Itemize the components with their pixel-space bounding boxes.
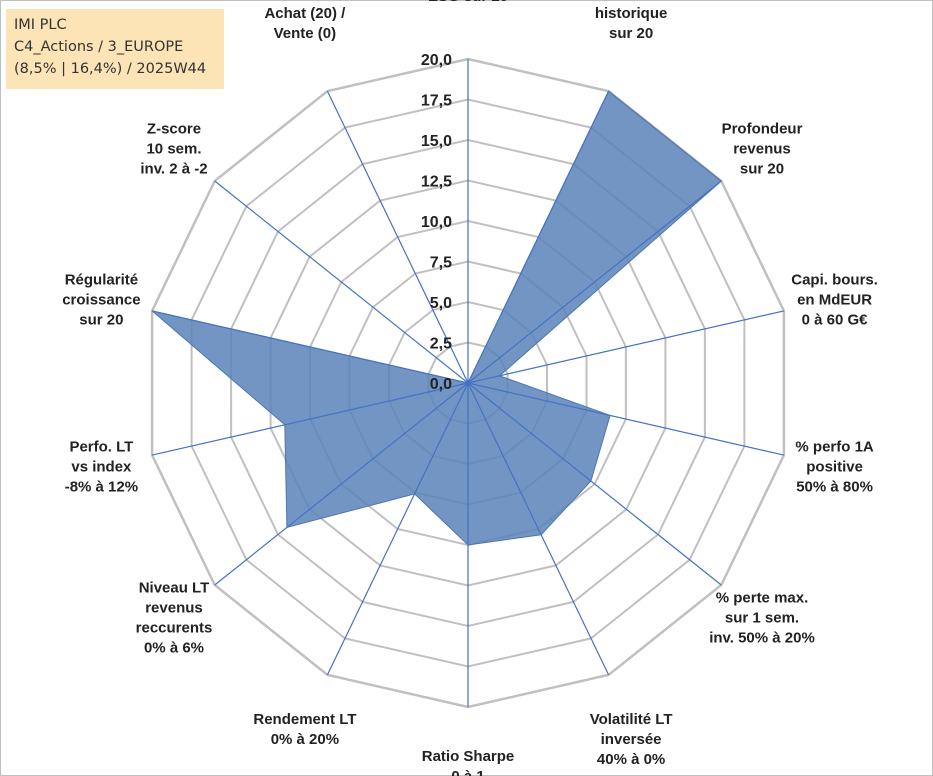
tick-label: 7,5 <box>430 255 452 272</box>
axis-label-3: Capi. bours. en MdEUR 0 à 60 G€ <box>791 271 878 328</box>
spoke-11 <box>151 310 469 384</box>
axis-label-line: inversée <box>601 731 662 748</box>
tick-label: 12,5 <box>421 174 452 191</box>
spoke-13 <box>326 90 469 384</box>
axis-label-10: Perfo. LT vs index -8% à 12% <box>65 439 138 496</box>
axis-label-line: inv. 2 à -2 <box>140 161 207 178</box>
axis-label-line: Perfo. LT <box>69 439 133 456</box>
axis-label-13: Momentum Achat (20) / Vente (0) <box>264 0 346 42</box>
axis-label-line: sur 1 sem. <box>725 609 799 626</box>
spoke-9 <box>214 382 469 586</box>
axis-label-line: en MdEUR <box>797 291 872 308</box>
axis-label-line: 0% à 6% <box>144 639 204 656</box>
performance-week: (8,5% | 16,4%) / 2025W44 <box>14 61 207 77</box>
axis-label-2: Profondeur revenus sur 20 <box>722 121 803 178</box>
axis-label-line: Z-score <box>147 121 201 138</box>
axis-label-line: Rendement LT <box>253 711 356 728</box>
axis-label-9: Niveau LT revenus reccurents 0% à 6% <box>136 579 213 656</box>
tick-label: 2,5 <box>430 336 452 353</box>
tick-label: 17,5 <box>421 93 452 110</box>
axis-labels: NoteESG sur 20 Profondeur historique sur 20… <box>62 0 878 776</box>
axis-label-line: Achat (20) / <box>264 5 346 22</box>
axis-label-line: % perfo 1A <box>795 439 874 456</box>
axis-label-line: Ratio Sharpe <box>422 748 515 765</box>
spoke-5 <box>467 382 722 586</box>
axis-label-line: ESG sur 20 <box>428 0 508 5</box>
spoke-1 <box>467 90 610 384</box>
tick-label: 15,0 <box>421 133 452 150</box>
axis-label-line: sur 20 <box>79 311 123 328</box>
category-path: C4_Actions / 3_EUROPE <box>14 39 184 55</box>
axis-label-line: 0% à 20% <box>271 731 339 748</box>
axis-label-line: inv. 50% à 20% <box>709 629 815 646</box>
axis-label-line: 0 à 1 <box>451 768 484 776</box>
axis-label-line: 10 sem. <box>146 141 201 158</box>
axis-label-line: % perte max. <box>716 589 809 606</box>
axis-label-line: sur 20 <box>740 161 784 178</box>
axis-label-line: revenus <box>733 141 791 158</box>
axis-label-line: vs index <box>71 459 132 476</box>
axis-label-line: -8% à 12% <box>65 479 138 496</box>
axis-label-line: croissance <box>62 291 140 308</box>
spoke-8 <box>326 382 469 676</box>
axis-label-line: 50% à 80% <box>796 479 873 496</box>
axis-label-5: % perte max. sur 1 sem. inv. 50% à 20% <box>709 589 815 646</box>
spoke-2 <box>467 180 722 384</box>
spoke-4 <box>467 382 785 456</box>
spoke-3 <box>467 310 785 384</box>
spoke-6 <box>467 382 610 676</box>
axis-label-line: Profondeur <box>722 121 803 138</box>
axis-label-12: Z-score 10 sem. inv. 2 à -2 <box>140 121 207 178</box>
axis-label-line: Régularité <box>65 271 138 288</box>
axis-label-line: 40% à 0% <box>597 751 665 768</box>
axis-label-line: sur 20 <box>609 25 653 42</box>
axis-label-line: positive <box>806 459 863 476</box>
axis-label-0: NoteESG sur 20 <box>428 0 508 5</box>
axis-label-line: 0 à 60 G€ <box>802 311 869 328</box>
axis-label-line: historique <box>595 5 668 22</box>
company-name: IMI PLC <box>14 17 67 33</box>
spoke-12 <box>214 180 469 384</box>
axis-label-line: Vente (0) <box>274 25 337 42</box>
axis-label-line: Profondeur <box>591 0 672 2</box>
radar-spokes <box>151 59 785 707</box>
axis-label-1: Profondeur historique sur 20 <box>591 0 672 42</box>
radial-tick-labels: 0,0 2,5 5,0 7,5 10,0 12,5 15,0 17,5 20,0 <box>421 52 452 393</box>
axis-label-line: Momentum <box>265 0 345 2</box>
tick-label: 0,0 <box>430 376 452 393</box>
axis-label-line: reccurents <box>136 619 213 636</box>
axis-label-line: Volatilité LT <box>590 711 673 728</box>
info-box: IMI PLC C4_Actions / 3_EUROPE (8,5% | 16… <box>6 9 224 89</box>
axis-label-line: Capi. bours. <box>791 271 878 288</box>
axis-label-11: Régularité croissance sur 20 <box>62 271 140 328</box>
spoke-10 <box>151 382 469 456</box>
axis-label-8: Rendement LT 0% à 20% <box>253 711 356 748</box>
axis-label-line: Niveau LT <box>139 579 210 596</box>
axis-label-7: Ratio Sharpe 0 à 1 <box>422 748 515 776</box>
axis-label-6: Volatilité LT inversée 40% à 0% <box>590 711 673 768</box>
tick-label: 5,0 <box>430 295 452 312</box>
tick-label: 10,0 <box>421 214 452 231</box>
axis-label-4: % perfo 1A positive 50% à 80% <box>795 439 874 496</box>
tick-label: 20,0 <box>421 52 452 69</box>
axis-label-line: revenus <box>145 599 203 616</box>
